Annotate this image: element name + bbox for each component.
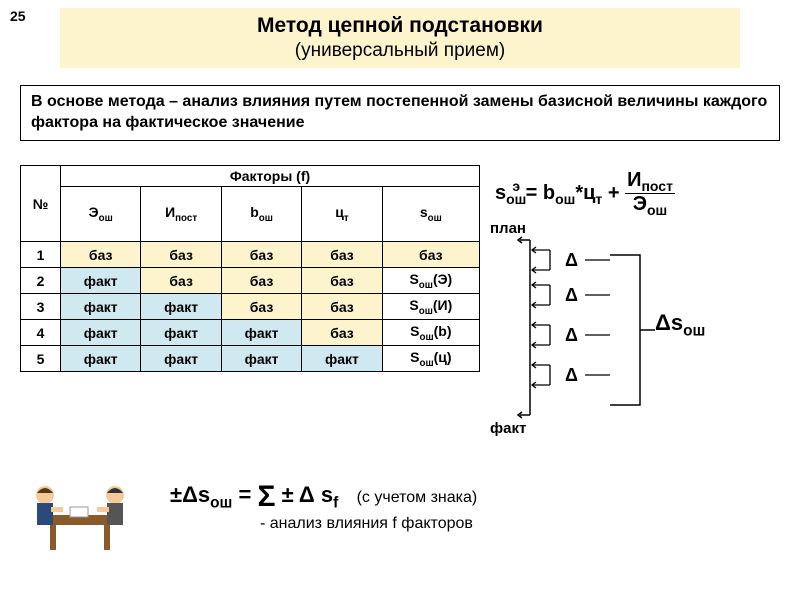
col-header-3: цт xyxy=(302,187,382,242)
table-row: 2фактбазбазбазSош(Э) xyxy=(21,268,480,294)
cell: баз xyxy=(302,320,382,346)
row-num: 5 xyxy=(21,346,61,372)
cell: факт xyxy=(141,320,221,346)
cell: факт xyxy=(61,268,141,294)
bottom-sub: - анализ влияния f факторов xyxy=(260,515,473,533)
cell: факт xyxy=(141,346,221,372)
cell: факт xyxy=(61,320,141,346)
cell: Sош(И) xyxy=(382,294,479,320)
cell: баз xyxy=(302,242,382,268)
row-num: 3 xyxy=(21,294,61,320)
cell: баз xyxy=(302,294,382,320)
table-row: 4фактфактфактбазSош(b) xyxy=(21,320,480,346)
col-header-4: sош xyxy=(382,187,479,242)
row-num: 4 xyxy=(21,320,61,346)
title-sub: (универсальный прием) xyxy=(70,40,730,62)
table-row: 5фактфактфактфактSош(ц) xyxy=(21,346,480,372)
label-plan: план xyxy=(490,220,526,237)
bottom-note: (с учетом знака) xyxy=(357,489,478,506)
cell: Sош(ц) xyxy=(382,346,479,372)
table-row: 1базбазбазбазбаз xyxy=(21,242,480,268)
bracket-diagram: план факт ΔΔΔΔ Δsош xyxy=(490,235,790,435)
cell: Sош(Э) xyxy=(382,268,479,294)
cell: факт xyxy=(61,294,141,320)
factors-table: №Факторы (f)ЭошИпостbошцтsош1базбазбазба… xyxy=(20,165,480,372)
col-header-0: Эош xyxy=(61,187,141,242)
cell: факт xyxy=(221,320,301,346)
cell: баз xyxy=(141,268,221,294)
label-fakt: факт xyxy=(490,420,526,437)
page-number: 25 xyxy=(10,8,26,24)
formula-main: sошэ = bош*цт + ИпостЭош xyxy=(495,170,795,217)
col-header-num: № xyxy=(21,166,61,242)
title-main: Метод цепной подстановки xyxy=(70,14,730,38)
delta-s-label: Δsош xyxy=(655,310,705,340)
row-num: 1 xyxy=(21,242,61,268)
cell: баз xyxy=(302,268,382,294)
cell: баз xyxy=(382,242,479,268)
cell: факт xyxy=(302,346,382,372)
bottom-formula: ±Δsош = Σ ± Δ sf (с учетом знака) xyxy=(170,480,770,514)
cell: баз xyxy=(221,294,301,320)
cell: баз xyxy=(61,242,141,268)
svg-text:Δ: Δ xyxy=(565,365,578,385)
cell: баз xyxy=(221,268,301,294)
col-header-1: Ипост xyxy=(141,187,221,242)
col-header-factors: Факторы (f) xyxy=(61,166,480,187)
title-bar: Метод цепной подстановки (универсальный … xyxy=(60,8,740,68)
svg-text:Δ: Δ xyxy=(565,250,578,270)
cell: факт xyxy=(221,346,301,372)
svg-text:Δ: Δ xyxy=(565,325,578,345)
cell: факт xyxy=(141,294,221,320)
cell: баз xyxy=(141,242,221,268)
col-header-2: bош xyxy=(221,187,301,242)
cell: Sош(b) xyxy=(382,320,479,346)
cell: баз xyxy=(221,242,301,268)
description-box: В основе метода – анализ влияния путем п… xyxy=(20,85,780,141)
bracket-svg: ΔΔΔΔ xyxy=(490,235,790,435)
svg-text:Δ: Δ xyxy=(565,285,578,305)
row-num: 2 xyxy=(21,268,61,294)
illustration-meeting xyxy=(25,465,135,555)
table-row: 3фактфактбазбазSош(И) xyxy=(21,294,480,320)
cell: факт xyxy=(61,346,141,372)
